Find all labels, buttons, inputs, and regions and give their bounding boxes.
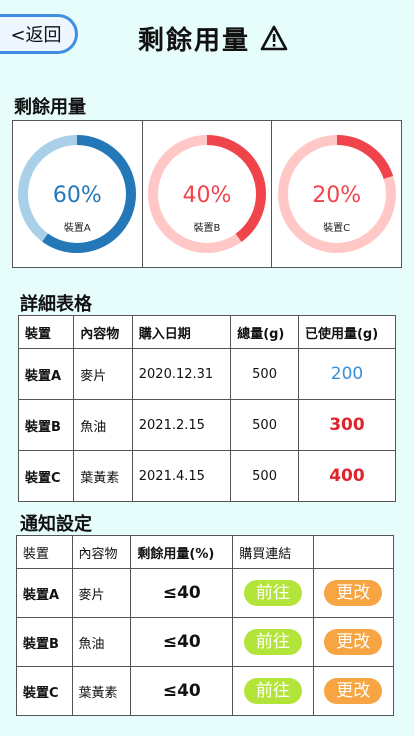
gauge-percent-b: 40%	[182, 183, 232, 208]
table-row: 裝置C 葉黃素 2021.4.15 500 400	[17, 450, 397, 502]
warning-icon	[260, 25, 288, 51]
detail-used: 300	[297, 399, 397, 451]
notify-col-content: 內容物	[71, 535, 132, 569]
notify-device: 裝置B	[16, 617, 73, 667]
page-title-text: 剩餘用量	[138, 25, 251, 56]
gauge-device-c: 20% 裝置C	[272, 121, 401, 267]
remaining-section-title: 剩餘用量	[14, 97, 86, 118]
detail-date: 2020.12.31	[131, 348, 232, 400]
notify-header-row: 裝置 內容物 剩餘用量(%) 購買連結	[16, 535, 395, 569]
notify-threshold: ≤40	[130, 666, 234, 716]
detail-total: 500	[230, 399, 299, 451]
notify-table: 裝置 內容物 剩餘用量(%) 購買連結 裝置A 麥片 ≤40 前往 更改 裝置B…	[16, 535, 395, 716]
detail-col-date: 購入日期	[131, 315, 232, 349]
detail-used: 200	[297, 348, 397, 400]
detail-col-total: 總量(g)	[230, 315, 299, 349]
gauge-device-a: 60% 裝置A	[13, 121, 143, 267]
notify-link-cell: 前往	[232, 617, 314, 667]
gauge-ring-a	[18, 135, 137, 253]
notify-action-cell: 更改	[312, 666, 395, 716]
notify-action-cell: 更改	[312, 617, 395, 667]
gauge-ring-c	[277, 135, 396, 253]
detail-used: 400	[297, 450, 397, 502]
notify-threshold: ≤40	[130, 617, 234, 667]
detail-date: 2021.4.15	[131, 450, 232, 502]
detail-table: 裝置 內容物 購入日期 總量(g) 已使用量(g) 裝置A 麥片 2020.12…	[17, 315, 397, 502]
page-title: 剩餘用量	[138, 20, 288, 56]
notify-content: 魚油	[71, 617, 132, 667]
notify-col-device: 裝置	[16, 535, 73, 569]
detail-content: 葉黃素	[73, 450, 133, 502]
gauge-label-a: 裝置A	[63, 223, 91, 234]
gauge-panel: 60% 裝置A 40% 裝置B 20% 裝置C	[12, 120, 402, 268]
detail-col-content: 內容物	[73, 315, 133, 349]
detail-section-title: 詳細表格	[20, 294, 92, 315]
detail-device: 裝置A	[17, 348, 75, 400]
notify-link-cell: 前往	[232, 666, 314, 716]
detail-total: 500	[230, 348, 299, 400]
notify-col-action	[312, 535, 395, 569]
gauge-percent-c: 20%	[312, 183, 362, 208]
gauge-percent-a: 60%	[52, 183, 102, 208]
gauge-ring-b	[148, 135, 266, 253]
edit-button[interactable]: 更改	[324, 678, 383, 704]
detail-content: 魚油	[73, 399, 133, 451]
back-button[interactable]: <返回	[0, 14, 78, 54]
edit-button[interactable]: 更改	[324, 629, 383, 655]
detail-date: 2021.2.15	[131, 399, 232, 451]
notify-device: 裝置A	[16, 568, 73, 618]
table-row: 裝置B 魚油 ≤40 前往 更改	[16, 617, 395, 667]
notify-content: 麥片	[71, 568, 132, 618]
notify-col-link: 購買連結	[232, 535, 314, 569]
gauge-label-c: 裝置C	[323, 223, 351, 234]
detail-content: 麥片	[73, 348, 133, 400]
detail-col-used: 已使用量(g)	[297, 315, 397, 349]
detail-col-device: 裝置	[17, 315, 75, 349]
gauge-label-b: 裝置B	[193, 223, 221, 234]
go-button[interactable]: 前往	[243, 580, 302, 606]
notify-device: 裝置C	[16, 666, 73, 716]
table-row: 裝置B 魚油 2021.2.15 500 300	[17, 399, 397, 451]
detail-total: 500	[230, 450, 299, 502]
table-row: 裝置C 葉黃素 ≤40 前往 更改	[16, 666, 395, 716]
notify-action-cell: 更改	[312, 568, 395, 618]
detail-device: 裝置B	[17, 399, 75, 451]
go-button[interactable]: 前往	[243, 629, 302, 655]
table-row: 裝置A 麥片 2020.12.31 500 200	[17, 348, 397, 400]
notify-col-threshold: 剩餘用量(%)	[130, 535, 234, 569]
gauge-device-b: 40% 裝置B	[143, 121, 273, 267]
detail-device: 裝置C	[17, 450, 75, 502]
go-button[interactable]: 前往	[243, 678, 302, 704]
notify-threshold: ≤40	[130, 568, 234, 618]
notify-section-title: 通知設定	[20, 514, 92, 535]
notify-content: 葉黃素	[71, 666, 132, 716]
edit-button[interactable]: 更改	[324, 580, 383, 606]
table-row: 裝置A 麥片 ≤40 前往 更改	[16, 568, 395, 618]
detail-header-row: 裝置 內容物 購入日期 總量(g) 已使用量(g)	[17, 315, 397, 349]
notify-link-cell: 前往	[232, 568, 314, 618]
